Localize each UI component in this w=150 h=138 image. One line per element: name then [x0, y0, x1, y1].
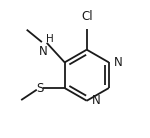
Text: N: N	[92, 94, 100, 107]
Text: Cl: Cl	[81, 10, 93, 23]
Text: H: H	[46, 34, 53, 44]
Text: N: N	[39, 45, 48, 58]
Text: N: N	[114, 56, 122, 69]
Text: S: S	[36, 82, 44, 95]
